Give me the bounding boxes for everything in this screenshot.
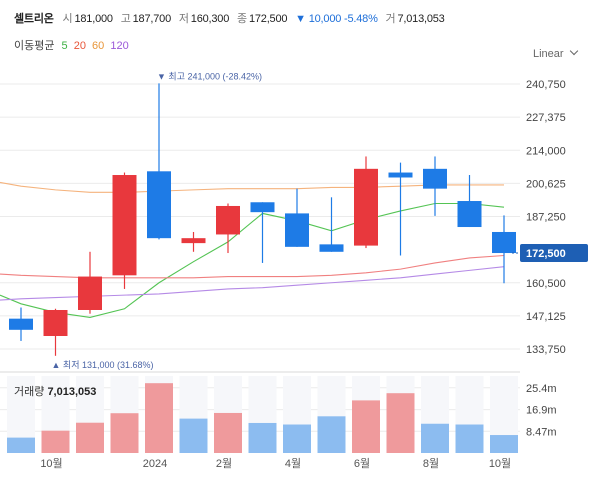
low-price: 160,300 [190, 13, 230, 25]
volume-bar [283, 424, 311, 453]
volume-bar [76, 422, 104, 453]
moving-average-title: 이동평균 [14, 40, 55, 52]
volume-bar [386, 393, 415, 453]
candle-body [423, 168, 447, 189]
change-amount: 10,000 [308, 13, 342, 25]
low-label: 저 [178, 13, 189, 25]
ma5-line [0, 202, 505, 318]
ma20-legend[interactable]: 20 [73, 40, 86, 52]
current-price-label: 172,500 [526, 248, 566, 260]
price-summary: 셀트리온 시 181,000 고 187,700 저 160,300 종 172,500… [14, 10, 450, 26]
candle-body [354, 168, 378, 246]
y-tick-label: 160,500 [526, 278, 566, 290]
volume-title: 거래량 [14, 386, 45, 398]
y-tick-label: 227,375 [526, 112, 566, 124]
ma60-line [0, 181, 504, 193]
volume-bar [145, 383, 173, 453]
max-price-annotation: ▼ 최고 241,000 (-28.42%) [157, 71, 262, 81]
change-arrow-icon: ▼ [295, 13, 306, 25]
volume-bar [7, 437, 35, 453]
candle-body [181, 238, 206, 244]
candle-body [112, 175, 137, 276]
volume-bar [352, 400, 380, 453]
ma20-line [0, 254, 505, 279]
y-tick-label: 187,250 [526, 212, 566, 224]
open-label: 시 [62, 13, 73, 25]
y-tick-label: 200,625 [526, 178, 566, 190]
x-axis-label: 8월 [423, 457, 439, 470]
candle-body [147, 171, 171, 239]
volume-legend: 거래량 7,013,053 [14, 383, 96, 399]
stock-name: 셀트리온 [14, 13, 54, 25]
candle-body [43, 309, 68, 336]
volume-bar [490, 435, 518, 453]
x-axis-label: 6월 [354, 457, 370, 470]
high-label: 고 [120, 13, 131, 25]
volume-total: 7,013,053 [47, 386, 97, 398]
candle-body [285, 213, 309, 247]
volume-bar [110, 413, 139, 453]
candle-body [457, 201, 482, 228]
change-percent: -5.48% [344, 13, 378, 25]
high-price: 187,700 [132, 13, 172, 25]
volume-bar [421, 423, 449, 453]
volume-tick-label: 16.9m [526, 405, 557, 417]
y-tick-label: 240,750 [526, 79, 566, 91]
ma5-legend[interactable]: 5 [61, 40, 68, 52]
candle-body [9, 318, 33, 330]
candle-body [250, 202, 275, 213]
open-price: 181,000 [74, 13, 113, 25]
y-tick-label: 214,000 [526, 145, 566, 157]
volume-bar [214, 412, 242, 453]
volume-value: 7,013,053 [397, 13, 445, 25]
candle-body [319, 244, 344, 252]
x-axis-label: 4월 [285, 457, 301, 470]
current-price-tag [520, 244, 588, 263]
candle-body [78, 276, 102, 310]
scale-mode-dropdown[interactable]: Linear [533, 46, 578, 60]
candle-body [388, 172, 413, 178]
close-price: 172,500 [248, 13, 288, 25]
moving-average-legend[interactable]: 이동평균 5 20 60 120 [14, 37, 132, 53]
volume-bar [455, 424, 484, 453]
x-axis-label: 10월 [40, 457, 62, 470]
volume-bar [179, 418, 208, 453]
volume-tick-label: 8.47m [526, 426, 557, 438]
y-tick-label: 133,750 [526, 344, 566, 356]
y-tick-label: 147,125 [526, 311, 566, 323]
volume-bar [248, 422, 277, 453]
x-axis-label: 10월 [489, 457, 511, 470]
ma120-line [0, 266, 505, 301]
candle-body [492, 231, 516, 254]
x-axis-label: 2월 [216, 457, 232, 470]
volume-bar [317, 416, 346, 453]
volume-label: 거 [385, 13, 396, 25]
candle-body [216, 205, 240, 235]
min-price-annotation: ▲ 최저 131,000 (31.68%) [52, 360, 154, 370]
scale-mode-label: Linear [533, 48, 564, 60]
ma120-legend[interactable]: 120 [110, 40, 129, 52]
ma60-legend[interactable]: 60 [92, 40, 105, 52]
volume-tick-label: 25.4m [526, 383, 557, 395]
close-label: 종 [237, 13, 247, 25]
x-axis-label: 2024 [143, 458, 167, 470]
volume-bar [41, 430, 70, 453]
